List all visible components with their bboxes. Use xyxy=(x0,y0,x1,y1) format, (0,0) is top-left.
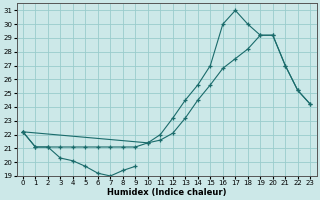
X-axis label: Humidex (Indice chaleur): Humidex (Indice chaleur) xyxy=(107,188,226,197)
